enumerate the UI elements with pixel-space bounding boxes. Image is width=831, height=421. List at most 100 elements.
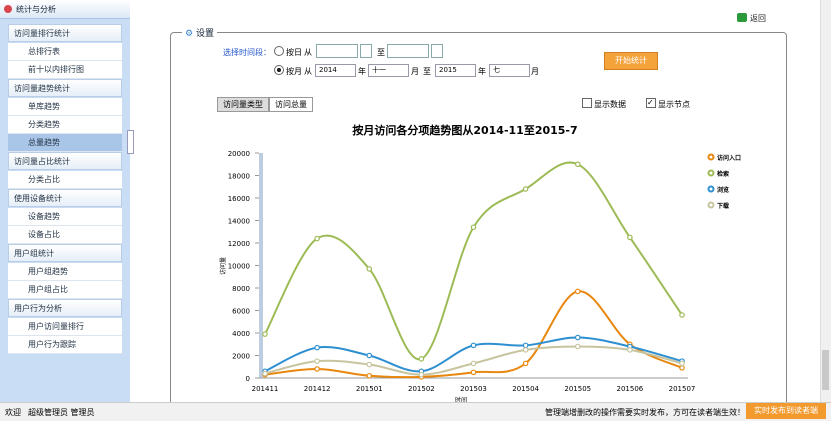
legend-marker [707, 169, 715, 177]
menu-item[interactable]: 分类占比 [8, 171, 122, 189]
x-tick-label: 201504 [512, 385, 539, 393]
point [522, 186, 529, 192]
x-tick-label: 201411 [252, 385, 279, 393]
menu-item[interactable]: 设备占比 [8, 226, 122, 244]
y-tick-label: 4000 [232, 330, 250, 338]
welcome: 欢迎 [5, 408, 21, 417]
notice: 管理端增删改的操作需要实时发布，方可在读者端生效！ [545, 408, 745, 417]
point [679, 312, 685, 318]
menu-group[interactable]: 用户组统计 [8, 244, 122, 262]
radio-month[interactable] [274, 65, 284, 75]
date-input[interactable] [387, 44, 429, 58]
point [522, 342, 529, 349]
label: 显示数据 [594, 100, 626, 109]
point [314, 366, 320, 372]
menu-item[interactable]: 单库趋势 [8, 98, 122, 116]
menu-item[interactable]: 用户组趋势 [8, 263, 122, 281]
start-button[interactable]: 开始统计 [604, 52, 658, 70]
point [314, 235, 320, 242]
label: 年 [478, 67, 486, 76]
y-tick-label: 8000 [232, 285, 250, 293]
menu-group[interactable]: 使用设备统计 [8, 189, 122, 207]
select[interactable]: 十一 [368, 64, 409, 77]
checkbox-checked[interactable]: ✓ [646, 98, 656, 108]
menu-group[interactable]: 访问量占比统计 [8, 152, 122, 170]
label: 月 [411, 67, 419, 76]
label: 至 [377, 48, 385, 57]
checkbox[interactable] [582, 98, 592, 108]
menu-group[interactable]: 访问量趋势统计 [8, 79, 122, 97]
point [262, 331, 268, 337]
menu-item-active[interactable]: 总量趋势 [8, 134, 122, 152]
point [366, 372, 373, 379]
point [470, 369, 477, 376]
select[interactable]: 2014 [315, 64, 356, 77]
panel-legend: ⚙ 设置 [182, 26, 217, 39]
calendar-button[interactable] [360, 44, 372, 58]
y-tick-label: 2000 [232, 353, 250, 361]
x-tick-label: 201503 [460, 385, 487, 393]
point [679, 360, 685, 367]
select[interactable]: 七 [489, 64, 530, 77]
menu-item[interactable]: 用户行为跟踪 [8, 336, 122, 354]
legend-label: 浏览 [717, 186, 729, 194]
line [264, 161, 683, 360]
publish-button[interactable]: 实时发布到读者端 [746, 403, 826, 419]
collapse-handle[interactable] [127, 130, 134, 154]
sidebar-header [0, 0, 130, 19]
y-tick-label: 18000 [228, 173, 250, 181]
point [314, 358, 320, 364]
point [366, 352, 373, 359]
menu-item[interactable]: 用户访问量排行 [8, 318, 122, 336]
point [574, 161, 581, 168]
point [679, 365, 685, 371]
label: 按月 [286, 67, 302, 76]
back-link[interactable]: 返回 [750, 14, 766, 23]
user: 超级管理员 管理员 [28, 408, 95, 417]
tab-active[interactable]: 访问量类型 [217, 97, 269, 112]
y-tick-label: 10000 [228, 263, 250, 271]
point [574, 343, 581, 350]
scroll-thumb[interactable] [822, 350, 829, 390]
menu-group[interactable]: 访问量排行统计 [8, 24, 122, 42]
sidebar-title: 统计与分析 [16, 5, 56, 14]
y-axis-label: 访问量 [219, 257, 227, 275]
point [418, 356, 425, 362]
point [470, 224, 477, 231]
menu-item[interactable]: 设备趋势 [8, 208, 122, 226]
menu-group[interactable]: 用户行为分析 [8, 299, 122, 317]
point [314, 344, 320, 351]
menu-item[interactable]: 总排行表 [8, 43, 122, 61]
menu-item[interactable]: 前十以内排行图 [8, 61, 122, 79]
y-tick-label: 14000 [228, 218, 250, 226]
point [522, 347, 529, 353]
legend-label: 检索 [717, 170, 729, 178]
select[interactable]: 2015 [435, 64, 476, 77]
y-tick-label: 20000 [228, 150, 250, 158]
chart-title: 按月访问各分项趋势图从2014-11至2015-7 [352, 123, 577, 137]
point [470, 360, 477, 367]
x-axis-label: 时间 [455, 396, 467, 404]
legend-text: 设置 [195, 29, 214, 39]
legend-label: 访问入口 [717, 154, 741, 162]
label: 月 [531, 67, 539, 76]
x-tick-label: 201412 [304, 385, 331, 393]
menu-item[interactable]: 分类趋势 [8, 116, 122, 134]
legend-marker [707, 201, 715, 209]
point [627, 234, 633, 241]
label: 从 [304, 67, 312, 76]
line [264, 290, 683, 379]
point [522, 360, 529, 367]
date-input[interactable] [316, 44, 358, 58]
label: 按日 [286, 48, 302, 57]
point [366, 266, 373, 272]
scrollbar[interactable] [820, 0, 831, 402]
calendar-button[interactable] [431, 44, 443, 58]
radio-day[interactable] [274, 46, 284, 56]
point [574, 288, 581, 295]
menu-item[interactable]: 用户组占比 [8, 281, 122, 299]
tab[interactable]: 访问总量 [269, 97, 313, 112]
y-tick-label: 16000 [228, 195, 250, 203]
label: 从 [304, 48, 312, 57]
footer [0, 402, 831, 421]
